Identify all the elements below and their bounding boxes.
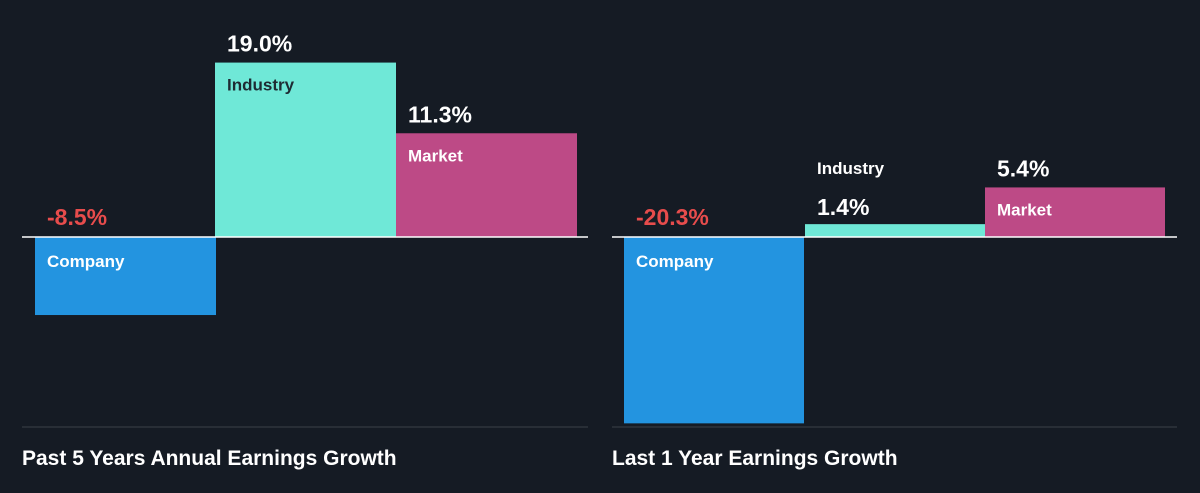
value-label-industry: 19.0% — [227, 31, 292, 57]
category-label-market: Market — [997, 200, 1052, 219]
category-label-industry: Industry — [227, 76, 295, 95]
bar-industry — [215, 62, 396, 237]
category-label-company: Company — [636, 252, 714, 271]
chart-title: Last 1 Year Earnings Growth — [612, 447, 898, 470]
value-label-market: 11.3% — [408, 101, 472, 127]
category-label-market: Market — [408, 146, 463, 165]
chart-title: Past 5 Years Annual Earnings Growth — [22, 447, 397, 470]
category-label-industry: Industry — [817, 159, 885, 178]
value-label-company: -20.3% — [636, 204, 709, 230]
bar-market — [396, 133, 577, 237]
value-label-market: 5.4% — [997, 155, 1049, 181]
value-label-industry: 1.4% — [817, 194, 869, 220]
bar-industry — [805, 224, 985, 237]
bar-company — [624, 237, 804, 424]
bar-company — [35, 237, 216, 316]
value-label-company: -8.5% — [47, 204, 107, 230]
category-label-company: Company — [47, 252, 125, 271]
bar-market — [985, 187, 1165, 237]
